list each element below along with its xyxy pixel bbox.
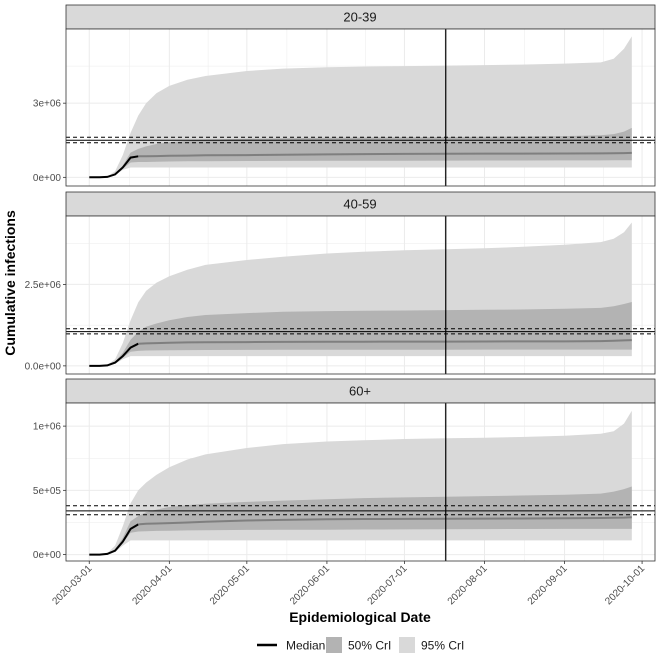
y-tick-label: 0e+00 (33, 173, 62, 184)
y-tick-label: 1e+06 (33, 422, 62, 433)
facet-strip-20-39 (65, 4, 656, 30)
facet-plot-area-40-59: 0.0e+00 2.5e+06 (25, 216, 655, 374)
median-line-40-59 (138, 339, 632, 345)
median-line-early-60-plus (89, 523, 139, 556)
median-line-60-plus (138, 516, 632, 526)
y-tick-label: 0.0e+00 (25, 361, 62, 372)
ci50-band-60-plus (89, 486, 632, 555)
median-line-early-40-59 (89, 342, 139, 367)
facet-panel-40-59: 40-59 0.0e+00 2.5e+06 (25, 191, 656, 375)
y-tick-label: 0e+00 (33, 550, 62, 561)
facet-panel-20-39: 20-39 0e+00 3e+06 (33, 4, 656, 187)
facet-border-40-59 (65, 215, 656, 375)
facet-plot-area-20-39: 0e+00 3e+06 (33, 29, 655, 186)
facet-title-40-59: 40-59 (343, 197, 376, 212)
facet-panel-60-plus: 60+ 0e+00 5e+05 1e+06 (33, 378, 656, 562)
y-tick-label: 2.5e+06 (25, 280, 62, 291)
legend-ci95-label: 95% CrI (421, 639, 464, 653)
legend: Median 50% CrI 95% CrI (257, 637, 464, 653)
y-tick-label: 3e+06 (33, 99, 62, 110)
facet-title-20-39: 20-39 (343, 10, 376, 25)
legend-median-label: Median (286, 639, 325, 653)
legend-ci95-key (399, 637, 415, 653)
facet-border-60-plus (65, 402, 656, 562)
legend-ci50-key (326, 637, 342, 653)
facet-title-60-plus: 60+ (349, 384, 371, 399)
median-line-20-39 (138, 151, 632, 158)
legend-ci50-label: 50% CrI (348, 639, 391, 653)
x-axis-title: Epidemiological Date (289, 609, 431, 625)
facet-border-20-39 (65, 28, 656, 187)
y-axis-title: Cumulative infections (2, 210, 18, 356)
facet-plot-area-60-plus: 0e+00 5e+05 1e+06 (33, 403, 655, 561)
y-tick-label: 5e+05 (33, 486, 62, 497)
median-line-early-20-39 (89, 155, 139, 179)
